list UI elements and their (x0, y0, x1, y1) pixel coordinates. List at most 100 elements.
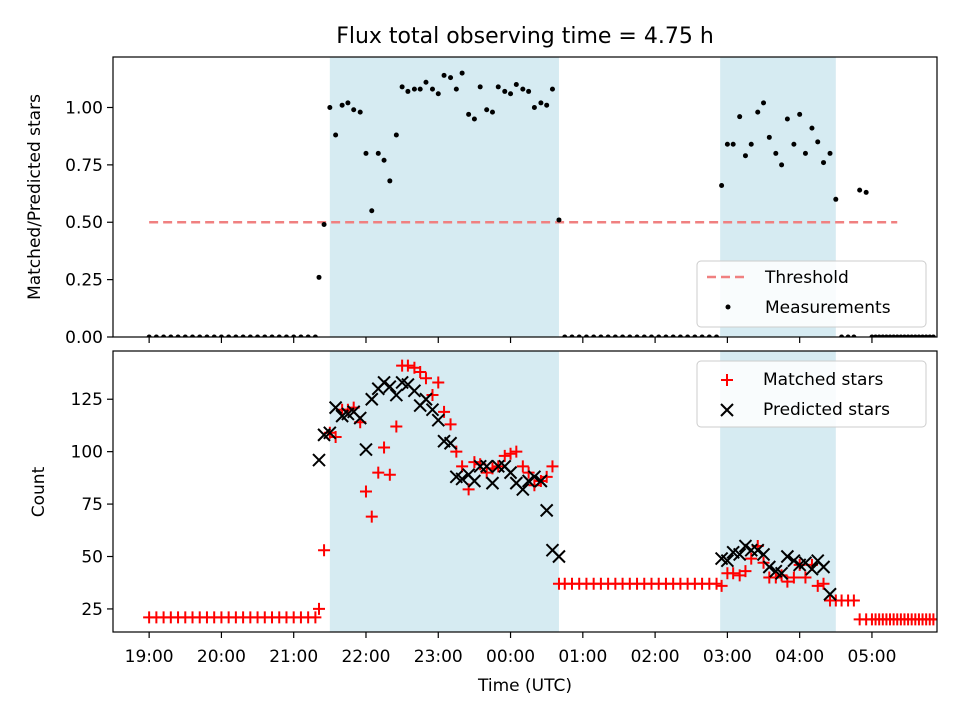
measurements-point (737, 114, 743, 120)
predicted-stars-point (323, 426, 337, 440)
predicted-stars-point (353, 411, 367, 425)
predicted-stars-point (539, 503, 554, 518)
measurements-point (423, 79, 429, 85)
matched-stars-point (799, 571, 812, 584)
measurements-point (399, 84, 405, 90)
measurements-point (226, 334, 232, 337)
measurements-point (276, 334, 282, 337)
matched-stars-series (143, 359, 950, 626)
measurements-point (471, 116, 477, 122)
measurements-point (576, 334, 582, 337)
measurements-point (612, 334, 618, 337)
matched-stars-point (390, 420, 403, 433)
matched-stars-point (745, 552, 758, 565)
predicted-stars-point (552, 549, 566, 564)
measurements-point (815, 139, 821, 145)
measurements-point (851, 334, 857, 337)
matched-stars-point (938, 613, 950, 625)
measurements-point (942, 335, 947, 340)
predicted-stars-point (455, 472, 469, 486)
matched-stars-point (456, 460, 469, 473)
measurements-point (938, 335, 943, 340)
matched-stars-point (715, 579, 728, 592)
predicted-stars-point (328, 400, 343, 415)
matched-stars-point (510, 445, 523, 458)
measurements-point (627, 334, 633, 337)
predicted-stars-point (744, 543, 758, 557)
predicted-stars-point (473, 459, 487, 474)
measurements-point (761, 100, 767, 106)
matched-stars-point (927, 613, 937, 626)
top-axes-frame (112, 56, 938, 338)
measurements-point (387, 178, 393, 184)
top-y-tick-label: 0.00 (65, 328, 103, 348)
top-y-tick-label: 0.25 (65, 271, 103, 291)
matched-stars-point (444, 418, 457, 431)
measurements-point (459, 70, 465, 76)
matched-stars-point (516, 460, 529, 473)
matched-stars-point (426, 389, 439, 402)
predicted-stars-point (516, 482, 530, 497)
predicted-stars-point (359, 442, 373, 457)
measurements-point (670, 334, 676, 337)
top-legend: Threshold Measurements (696, 260, 927, 328)
measurements-point (779, 162, 785, 168)
matched-stars-point (546, 460, 559, 473)
predicted-legend-swatch (720, 403, 734, 417)
matched-stars-point (468, 456, 481, 469)
bottom-x-tick-label: 21:00 (269, 647, 318, 667)
matched-stars-point (739, 565, 752, 578)
predicted-stars-point (431, 413, 445, 427)
matched-stars-point (787, 571, 800, 584)
measurements-point (351, 107, 357, 113)
top-y-tick-label: 0.75 (65, 156, 103, 176)
measurements-point (699, 334, 705, 337)
matched-stars-point (432, 376, 445, 389)
top-y-tick-label: 1.00 (65, 98, 103, 118)
bottom-x-tick-label: 23:00 (414, 647, 463, 667)
measurements-point (435, 91, 441, 97)
bottom-y-tick-label: 25 (81, 600, 103, 620)
measurements-point (262, 334, 268, 337)
measurements-series (146, 70, 947, 340)
matched-stars-point (757, 556, 770, 569)
bottom-legend: Matched stars Predicted stars (696, 360, 927, 428)
predicted-stars-point (407, 384, 422, 398)
measurements-point (583, 334, 589, 337)
predicted-stars-point (365, 392, 379, 406)
measurements-point (466, 111, 472, 117)
measurements-point (417, 86, 423, 92)
bottom-x-tick-label: 20:00 (197, 647, 246, 667)
measurements-point (766, 134, 772, 140)
measurements-point (339, 102, 345, 108)
predicted-stars-point (762, 560, 777, 574)
predicted-stars-point (491, 459, 505, 474)
bottom-y-tick-label: 75 (81, 495, 103, 515)
measurements-point (484, 107, 490, 113)
measurements-point (857, 187, 863, 193)
predicted-stars-point (756, 547, 771, 562)
matched-stars-point (329, 430, 342, 443)
measurements-legend-label: Measurements (765, 298, 891, 318)
matched-stars-point (401, 359, 414, 372)
matched-legend-swatch (721, 374, 733, 386)
measurements-point (706, 334, 712, 337)
measurements-point (333, 132, 339, 138)
predicted-stars-point (534, 474, 548, 488)
matched-stars-point (504, 447, 517, 460)
bottom-x-tick-label: 03:00 (703, 647, 752, 667)
matched-stars-point (318, 544, 331, 557)
predicted-stars-point (503, 465, 518, 480)
matched-stars-point (540, 470, 553, 483)
measurements-point (411, 86, 417, 92)
x-axis-label: Time (UTC) (477, 676, 572, 696)
measurements-point (291, 334, 297, 337)
bottom-x-tick-label: 00:00 (486, 647, 535, 667)
bottom-y-tick-label: 50 (81, 548, 103, 568)
measurements-point (845, 334, 851, 337)
matched-stars-point (847, 594, 860, 607)
bottom-legend-box (696, 360, 927, 428)
measurements-point (204, 334, 210, 337)
measurements-point (247, 334, 253, 337)
measurements-point (648, 334, 654, 337)
